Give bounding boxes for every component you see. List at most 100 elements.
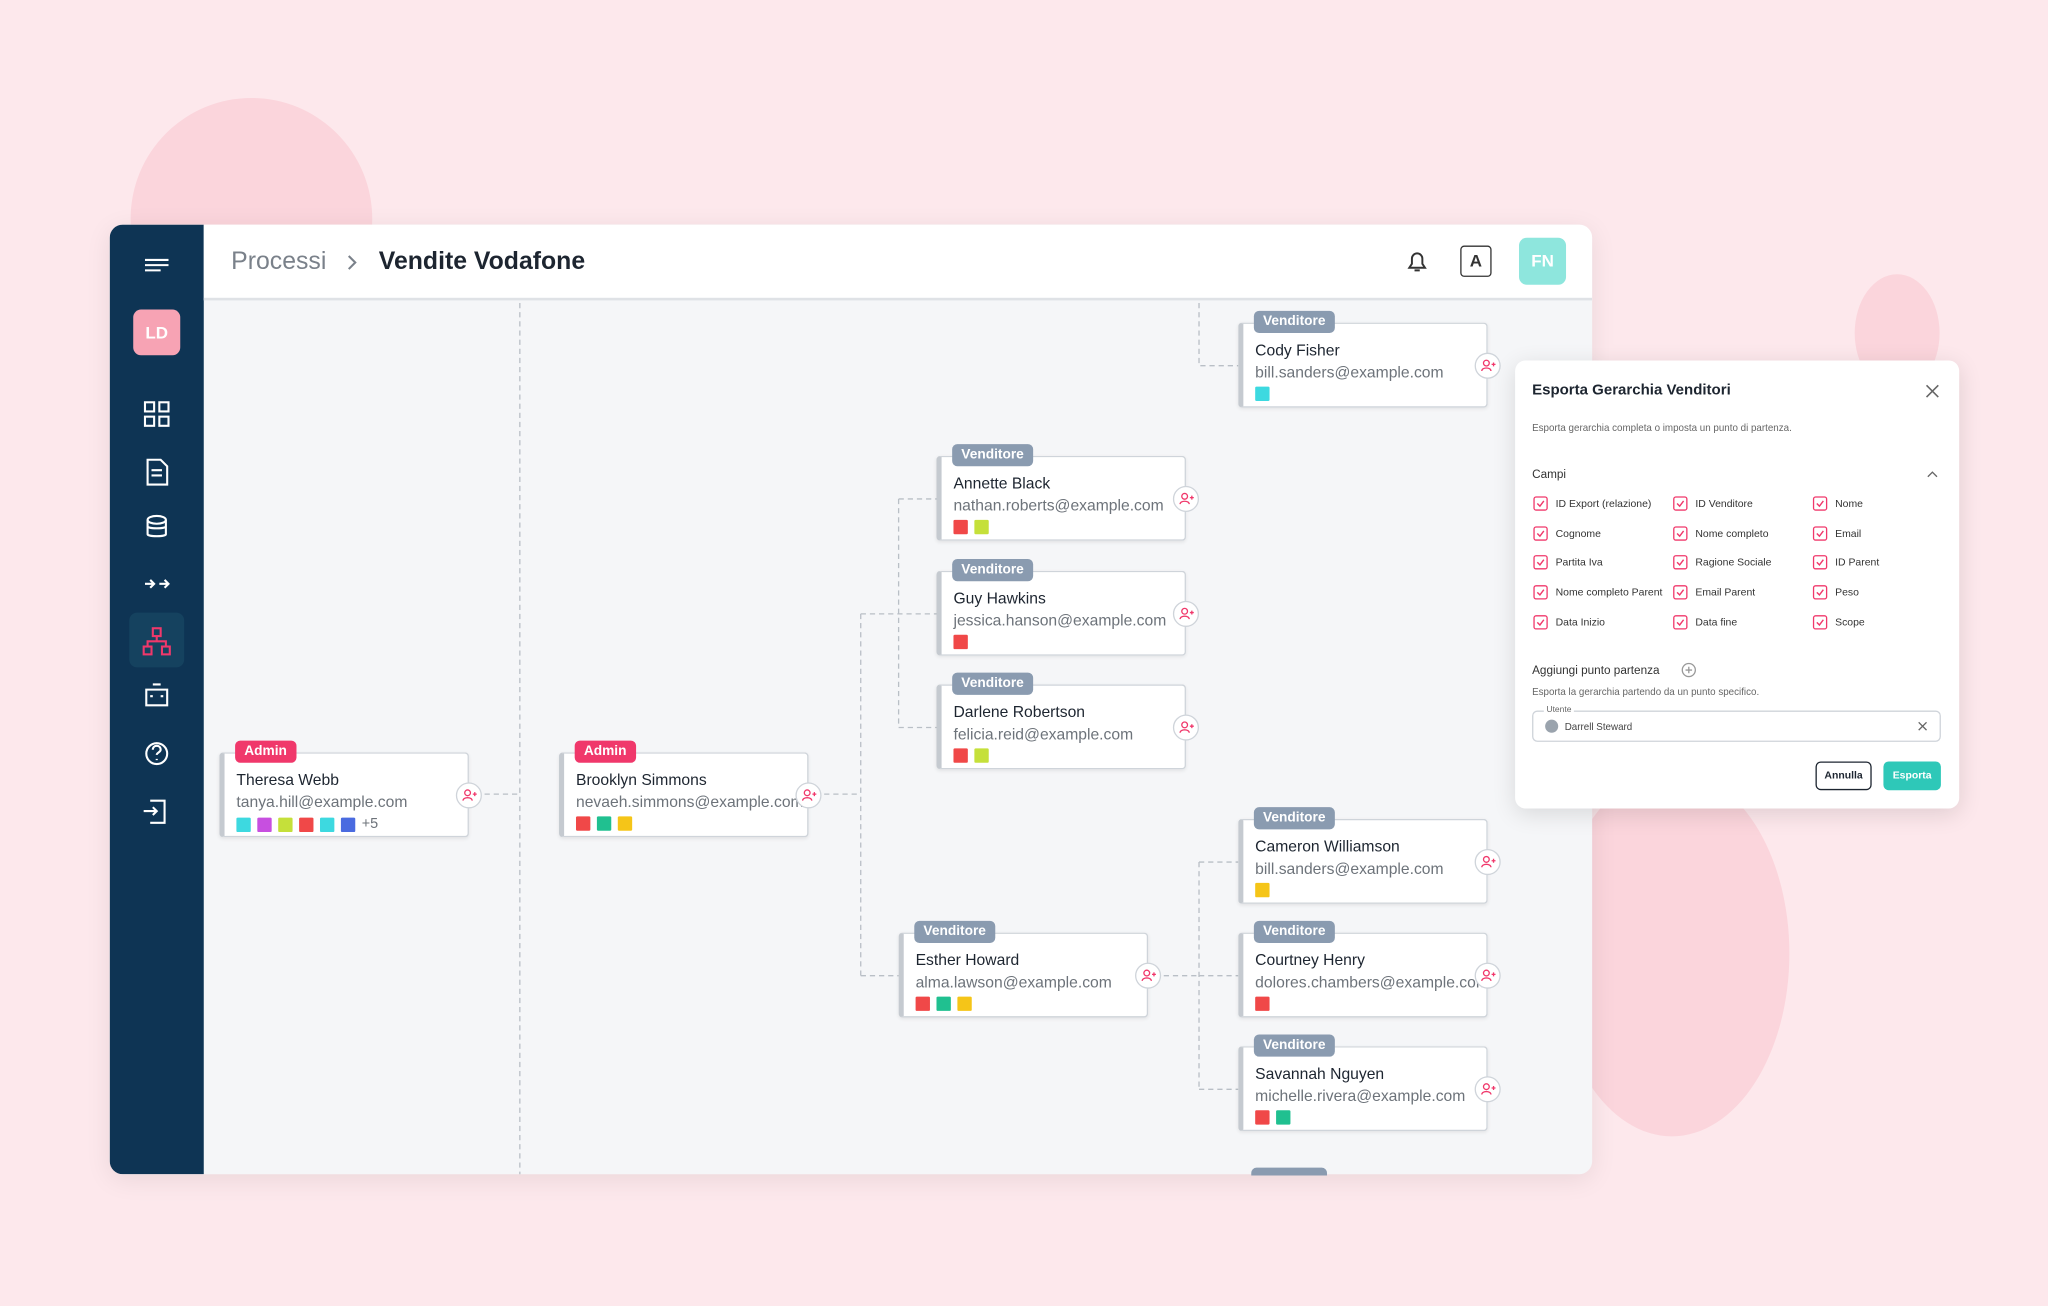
add-child-button[interactable]	[1172, 600, 1200, 627]
tag	[319, 816, 335, 832]
field-option[interactable]: Ragione Sociale	[1673, 548, 1813, 578]
cancel-button[interactable]: Annulla	[1815, 761, 1872, 791]
role-badge: Admin	[574, 740, 636, 763]
add-child-button[interactable]	[1172, 714, 1200, 741]
account-button[interactable]: A	[1460, 245, 1492, 277]
node-email: felicia.reid@example.com	[953, 724, 1134, 744]
node-card: Venditore Guy Hawkins jessica.hanson@examp…	[936, 559, 1186, 656]
check-mark	[1676, 500, 1685, 508]
checkbox	[1812, 496, 1828, 511]
decor-circle	[1554, 770, 1790, 1137]
field-option[interactable]: Nome completo Parent	[1533, 577, 1673, 607]
robot-icon[interactable]	[145, 683, 169, 707]
field-option[interactable]: Partita Iva	[1533, 548, 1673, 578]
role-badge: Venditore	[1253, 310, 1335, 334]
field-option[interactable]: Data fine	[1673, 607, 1813, 637]
field-option[interactable]: Scope	[1812, 607, 1951, 637]
add-start-button[interactable]	[1681, 662, 1697, 678]
checkbox	[1673, 614, 1688, 630]
check-mark	[1536, 500, 1545, 508]
check-mark	[1536, 618, 1545, 626]
node-email: tanya.hill@example.com	[236, 792, 408, 812]
field-label: Nome completo Parent	[1555, 586, 1663, 599]
field-option[interactable]: Cognome	[1533, 518, 1673, 548]
close-button[interactable]	[1925, 384, 1939, 398]
field-option[interactable]: Data Inizio	[1533, 607, 1673, 637]
node-name: Guy Hawkins	[953, 589, 1046, 608]
user-chip-avatar	[1545, 719, 1559, 733]
profile-avatar[interactable]: FN	[1519, 237, 1567, 285]
field-label: Email Parent	[1695, 586, 1756, 599]
dialog-title: Esporta Gerarchia Venditori	[1532, 382, 1731, 399]
checkbox	[1673, 585, 1688, 600]
input-value: Darrell Steward	[1564, 720, 1633, 733]
breadcrumb-current: Vendite Vodafone	[378, 248, 586, 276]
user-avatar[interactable]: LD	[133, 309, 181, 356]
field-option[interactable]: ID Venditore	[1673, 488, 1813, 518]
checkbox	[1673, 525, 1688, 541]
field-option[interactable]: Nome completo	[1673, 518, 1813, 548]
add-child-button[interactable]	[795, 782, 822, 809]
checkbox	[1673, 496, 1688, 511]
tag	[299, 816, 314, 832]
hierarchy-icon[interactable]	[142, 627, 171, 656]
sidebar-icons	[129, 258, 185, 824]
node-card: Venditore Savannah Nguyen michelle.rivera@…	[1238, 1034, 1488, 1132]
breadcrumb-separator	[347, 255, 357, 270]
user-input[interactable]: Utente Darrell Steward	[1532, 705, 1941, 742]
role-badge: Venditore	[952, 444, 1033, 467]
tag-list	[953, 748, 989, 763]
collapse-button[interactable]	[1927, 469, 1939, 479]
node-card: Venditore Courtney Henry dolores.chambers@…	[1238, 920, 1489, 1018]
clear-button[interactable]	[1917, 721, 1927, 731]
check-mark	[1536, 559, 1545, 567]
submit-button[interactable]: Esporta	[1883, 761, 1941, 791]
menu-icon[interactable]	[144, 258, 169, 272]
tag	[1255, 882, 1270, 898]
field-option[interactable]: Email	[1812, 518, 1951, 548]
add-user-icon	[1481, 969, 1496, 982]
add-child-button[interactable]	[1135, 962, 1162, 989]
add-child-button[interactable]	[455, 782, 482, 809]
tag	[596, 816, 612, 831]
field-label: ID Venditore	[1695, 497, 1753, 510]
role-badge: Venditore	[914, 920, 996, 944]
node-card: Admin Theresa Webb tanya.hill@example.com +…	[219, 740, 469, 838]
tag-list	[1255, 1110, 1291, 1125]
breadcrumb-item[interactable]: Processi	[231, 248, 327, 276]
tag-list	[1255, 882, 1270, 898]
field-option[interactable]: Email Parent	[1673, 577, 1813, 607]
more-tags: +5	[361, 816, 379, 832]
tag	[953, 519, 968, 535]
logout-icon[interactable]	[143, 799, 166, 824]
field-label: Data fine	[1695, 615, 1738, 628]
field-option[interactable]: Nome	[1812, 488, 1951, 518]
notifications-button[interactable]	[1404, 248, 1430, 274]
dashboard-icon[interactable]	[143, 401, 170, 427]
add-child-button[interactable]	[1474, 1076, 1501, 1103]
field-option[interactable]: ID Parent	[1812, 548, 1951, 578]
node-name: Savannah Nguyen	[1255, 1064, 1385, 1083]
tag	[575, 816, 591, 831]
check-mark	[1816, 559, 1824, 567]
dialog-description: Esporta gerarchia completa o imposta un …	[1532, 421, 1792, 434]
check-mark	[1816, 589, 1824, 596]
add-child-button[interactable]	[1172, 485, 1200, 512]
sidebar: LD	[109, 224, 204, 1175]
node-email: michelle.rivera@example.com	[1255, 1086, 1466, 1105]
database-icon[interactable]	[146, 514, 167, 538]
help-icon[interactable]	[145, 742, 169, 766]
clipped-badge	[1251, 1167, 1328, 1176]
flow-icon[interactable]	[144, 579, 170, 589]
export-dialog: Esporta Gerarchia Venditori Esporta gera…	[1515, 360, 1960, 809]
add-child-button[interactable]	[1474, 848, 1501, 876]
add-child-button[interactable]	[1474, 962, 1501, 989]
tag-list	[575, 816, 633, 831]
add-child-button[interactable]	[1474, 352, 1501, 379]
tag	[340, 816, 356, 832]
document-icon[interactable]	[146, 458, 169, 486]
field-option[interactable]: ID Export (relazione)	[1533, 488, 1673, 518]
field-option[interactable]: Peso	[1812, 577, 1951, 607]
